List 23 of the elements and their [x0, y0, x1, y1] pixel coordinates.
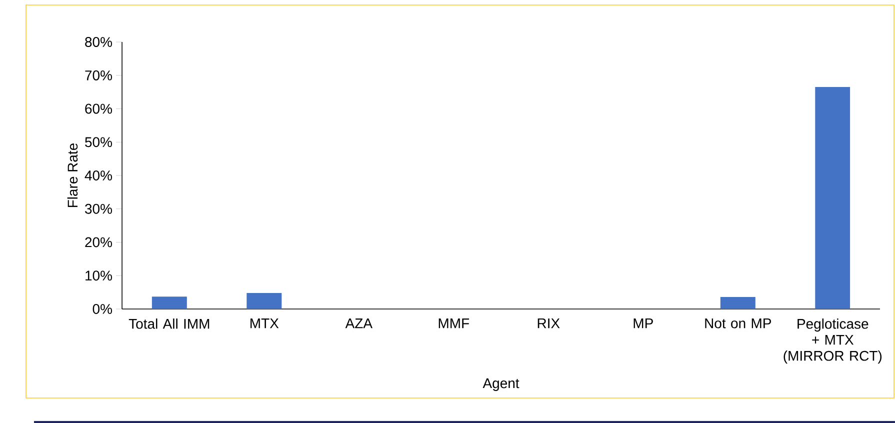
x-tick-label: MMF — [438, 318, 470, 328]
y-tick-label: 50% — [85, 137, 112, 148]
x-tick-label: Not on MP — [705, 318, 771, 328]
y-tick-label: 60% — [85, 104, 112, 114]
bar — [720, 296, 756, 309]
y-axis-title: Flare Rate — [67, 143, 78, 208]
x-tick-label: Total All IMM — [128, 318, 210, 329]
x-tick-label: MTX — [250, 318, 279, 328]
y-tick-label: 70% — [85, 70, 112, 80]
x-tick-label: RIX — [538, 318, 560, 328]
x-tick-label: AZA — [345, 318, 372, 328]
y-tick-label: 20% — [85, 237, 112, 248]
bar — [152, 296, 187, 309]
bar — [815, 87, 850, 309]
y-tick-label: 10% — [86, 270, 112, 281]
y-tick-label: 40% — [84, 170, 112, 180]
x-tick-label: Pegloticase + MTX (MIRROR RCT) — [784, 318, 882, 364]
y-tick-label: 0% — [92, 304, 112, 314]
x-axis-title: Agent — [482, 378, 520, 391]
x-tick-label: MP — [634, 318, 653, 328]
bar — [246, 292, 282, 309]
y-tick-label: 80% — [85, 37, 112, 47]
y-tick-label: 30% — [85, 204, 112, 214]
